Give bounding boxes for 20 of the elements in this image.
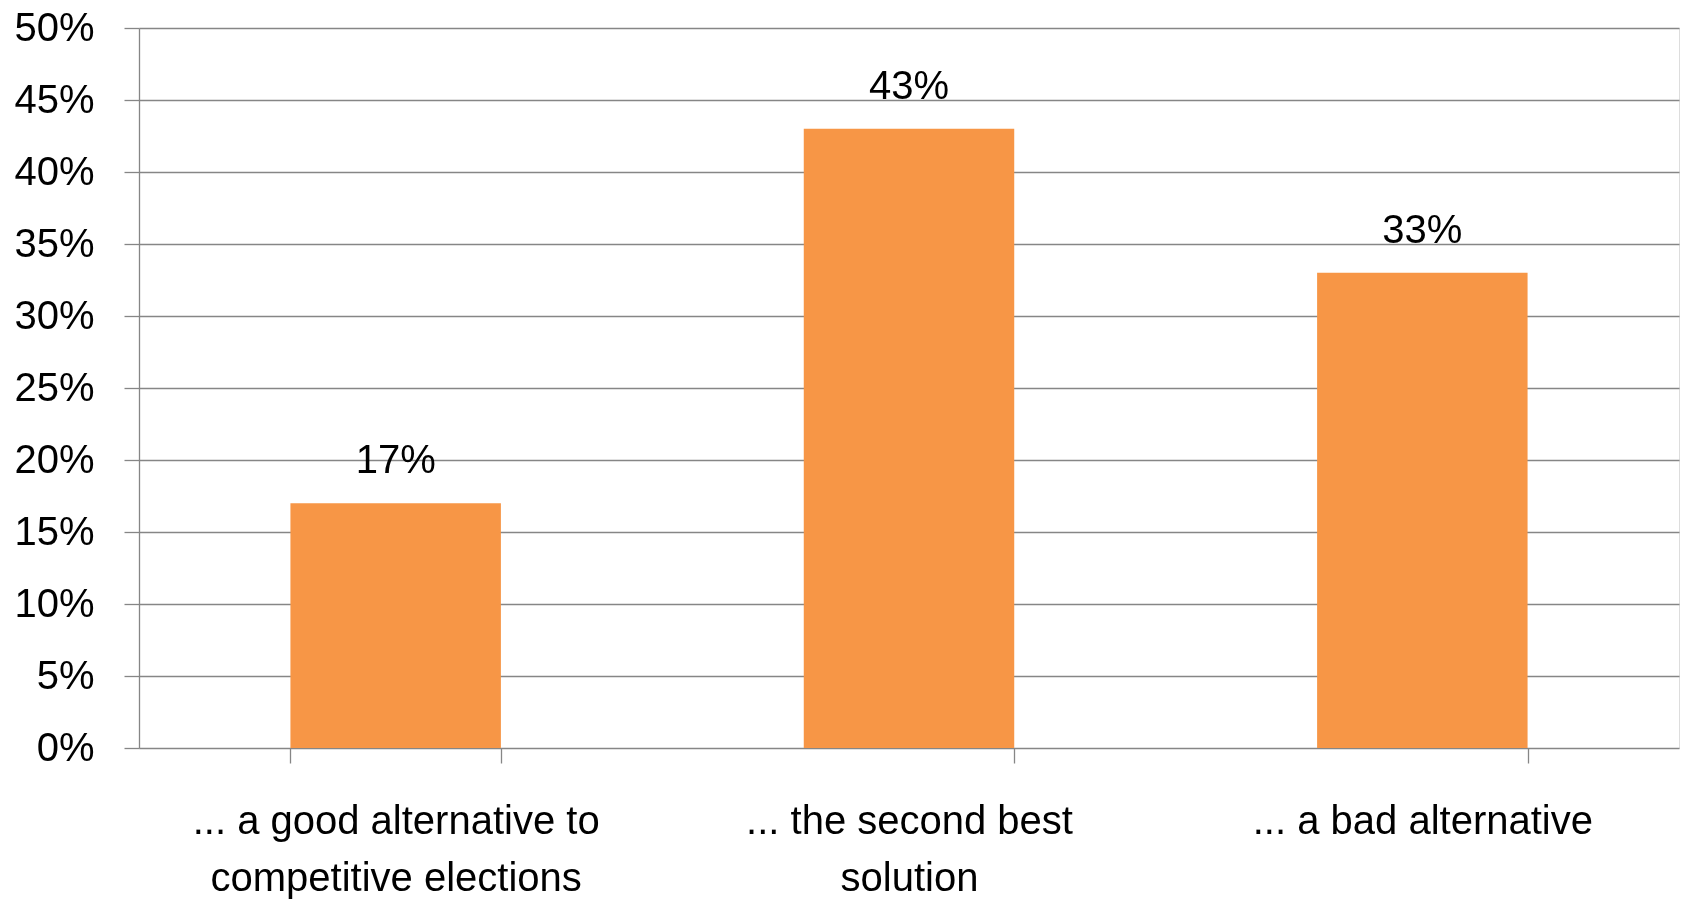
bar: [290, 503, 501, 748]
bar: [1317, 272, 1528, 748]
y-tick-label: 0%: [36, 724, 95, 769]
data-label: 33%: [1382, 206, 1463, 251]
data-label: 43%: [868, 62, 950, 107]
y-tick-label: 50%: [14, 4, 95, 49]
y-tick-label: 40%: [14, 148, 95, 193]
y-tick-label: 15%: [14, 508, 95, 553]
x-tick-label: ... a good alternative to competitive elections: [192, 797, 600, 899]
x-tick-label: ... a bad alternative: [1252, 797, 1593, 842]
y-tick-label: 25%: [14, 364, 95, 409]
y-tick-label: 30%: [14, 292, 95, 337]
y-tick-label: 10%: [14, 580, 95, 625]
data-label: 17%: [355, 437, 436, 482]
y-tick-label: 35%: [14, 220, 95, 265]
y-tick-label: 20%: [14, 436, 95, 481]
y-tick-label: 5%: [36, 652, 95, 697]
x-tick-label: ... the second best solution: [746, 797, 1073, 899]
y-tick-label: 45%: [14, 76, 95, 121]
bar: [803, 128, 1015, 748]
